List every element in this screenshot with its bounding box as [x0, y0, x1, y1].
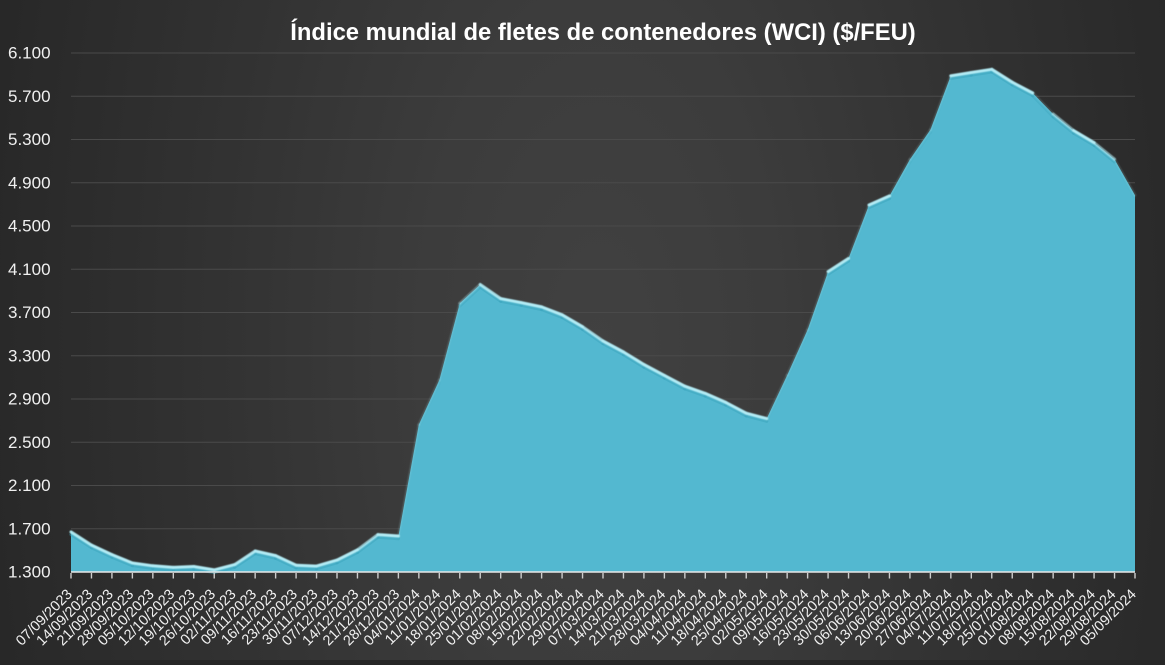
svg-text:2.100: 2.100 — [8, 476, 51, 495]
svg-text:5.700: 5.700 — [8, 87, 51, 106]
svg-text:5.300: 5.300 — [8, 130, 51, 149]
svg-text:Índice mundial de fletes de co: Índice mundial de fletes de contenedores… — [290, 18, 915, 46]
svg-text:1.700: 1.700 — [8, 519, 51, 538]
svg-text:3.700: 3.700 — [8, 303, 51, 322]
svg-text:4.900: 4.900 — [8, 173, 51, 192]
svg-text:3.300: 3.300 — [8, 346, 51, 365]
svg-text:2.900: 2.900 — [8, 390, 51, 409]
svg-text:6.100: 6.100 — [8, 44, 51, 63]
svg-text:2.500: 2.500 — [8, 433, 51, 452]
svg-text:4.100: 4.100 — [8, 260, 51, 279]
svg-text:4.500: 4.500 — [8, 217, 51, 236]
svg-text:1.300: 1.300 — [8, 563, 51, 582]
